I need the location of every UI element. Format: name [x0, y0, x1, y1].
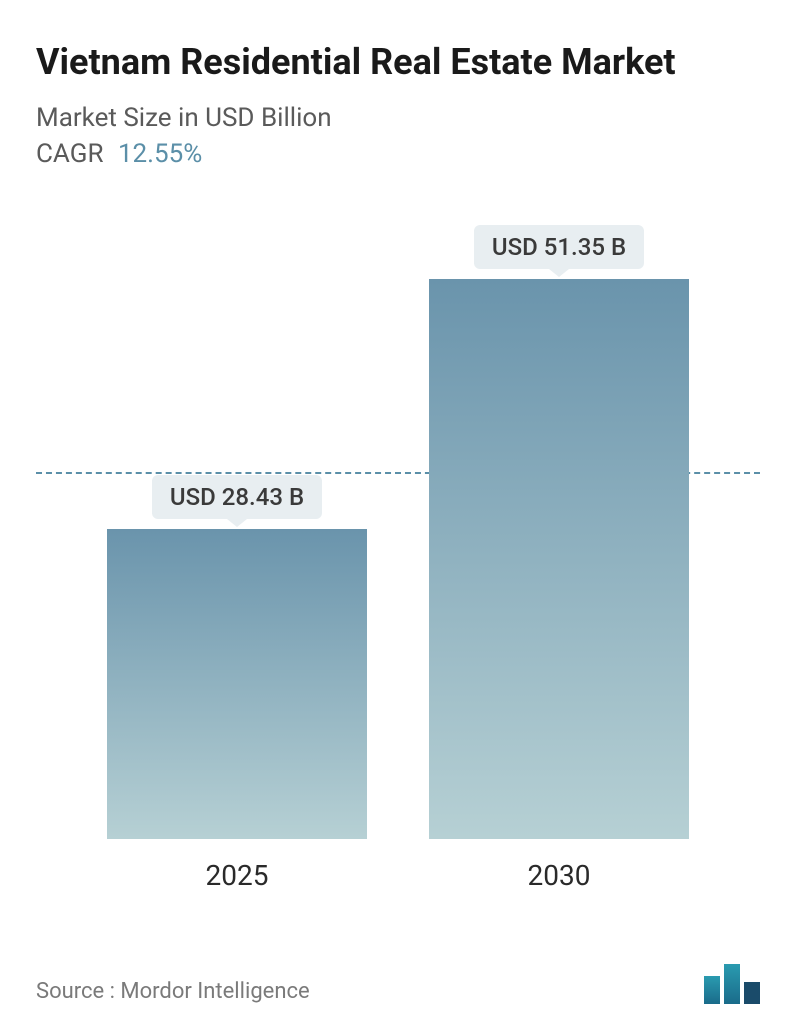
bar-group: USD 51.35 B: [429, 225, 689, 839]
bar-group: USD 28.43 B: [107, 475, 367, 839]
chart-subtitle: Market Size in USD Billion: [36, 103, 760, 133]
source-label: Source : Mordor Intelligence: [36, 979, 310, 1004]
cagr-label: CAGR: [36, 139, 103, 169]
logo-bar: [704, 976, 720, 1004]
chart-footer: Source : Mordor Intelligence: [36, 964, 760, 1004]
chart-title: Vietnam Residential Real Estate Market: [36, 40, 760, 85]
bar: [107, 529, 367, 839]
logo-icon: [704, 964, 760, 1004]
bars-container: USD 28.43 B USD 51.35 B: [36, 199, 760, 839]
bar-value-label: USD 28.43 B: [152, 475, 322, 519]
logo-bar: [724, 964, 740, 1004]
bar-value-label: USD 51.35 B: [474, 225, 644, 269]
cagr-value: 12.55%: [118, 139, 202, 169]
cagr-row: CAGR 12.55%: [36, 139, 760, 169]
x-axis-label: 2025: [107, 859, 367, 892]
x-axis-labels: 2025 2030: [36, 839, 760, 892]
x-axis-label: 2030: [429, 859, 689, 892]
logo-bar: [744, 982, 760, 1004]
chart-area: USD 28.43 B USD 51.35 B: [36, 199, 760, 839]
bar: [429, 279, 689, 839]
